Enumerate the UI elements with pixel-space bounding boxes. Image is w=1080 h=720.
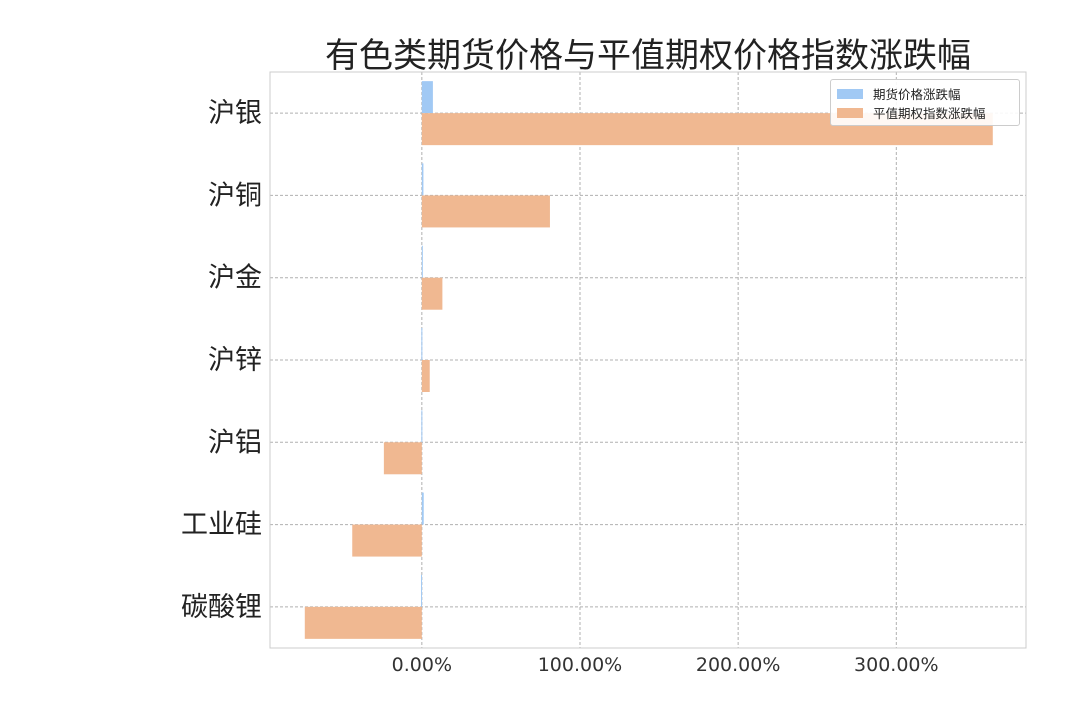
x-tick-label: 100.00% bbox=[538, 654, 623, 676]
option-index-bar bbox=[421, 360, 430, 392]
category-label: 沪铝 bbox=[208, 427, 262, 458]
option-index-bar bbox=[304, 606, 422, 639]
category-label: 沪金 bbox=[208, 263, 262, 294]
chart-title: 有色类期货价格与平值期权价格指数涨跌幅 bbox=[325, 36, 971, 76]
category-label: 沪银 bbox=[208, 98, 262, 129]
legend-swatch bbox=[837, 88, 863, 99]
chart-legend: 期货价格涨跌幅 平值期权指数涨跌幅 bbox=[830, 79, 1020, 126]
legend-label: 期货价格涨跌幅 bbox=[873, 87, 961, 102]
plot-frame bbox=[269, 71, 1027, 649]
labels-layer: 0.00% 100.00% 200.00% 300.00% 沪银沪铜沪金沪锌沪铝工业硅碳… bbox=[181, 98, 939, 676]
x-tick-label: 0.00% bbox=[392, 654, 452, 676]
futures-bar bbox=[421, 492, 424, 525]
category-label: 沪锌 bbox=[208, 345, 262, 376]
futures-bar bbox=[421, 574, 423, 607]
legend-item: 期货价格涨跌幅 bbox=[837, 84, 1013, 103]
x-tick-label: 200.00% bbox=[696, 654, 781, 676]
option-index-bar bbox=[383, 442, 422, 475]
legend-swatch bbox=[837, 107, 863, 118]
futures-bar bbox=[421, 163, 424, 196]
category-label: 沪铜 bbox=[208, 180, 262, 211]
legend-label: 平值期权指数涨跌幅 bbox=[873, 106, 986, 121]
category-label: 碳酸锂 bbox=[181, 592, 262, 623]
option-index-bar bbox=[421, 195, 550, 228]
grid-layer bbox=[270, 72, 1026, 648]
x-tick-label: 300.00% bbox=[854, 654, 939, 676]
futures-bar bbox=[421, 81, 433, 114]
legend-item: 平值期权指数涨跌幅 bbox=[837, 103, 1013, 122]
futures-bar bbox=[421, 328, 423, 360]
futures-bar bbox=[421, 245, 423, 278]
option-index-bar bbox=[421, 277, 443, 310]
category-label: 工业硅 bbox=[181, 510, 262, 541]
bars-layer bbox=[304, 81, 993, 639]
option-index-bar bbox=[352, 524, 422, 557]
futures-bar bbox=[421, 410, 423, 443]
